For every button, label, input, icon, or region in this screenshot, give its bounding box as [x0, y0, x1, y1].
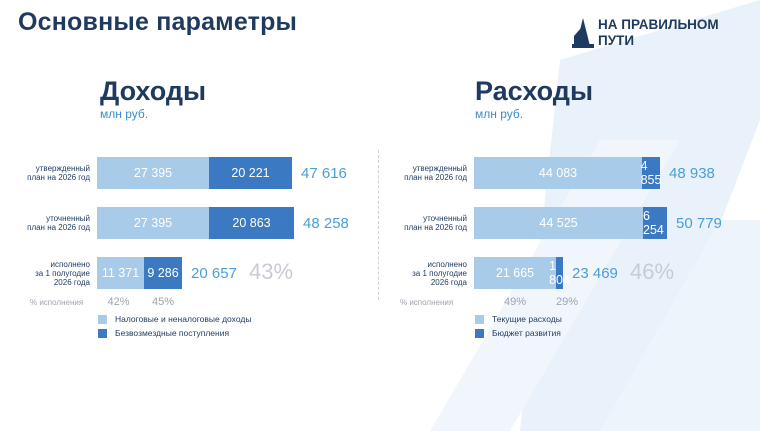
expense-bar-series1: 44 525: [474, 207, 643, 239]
income-bar-series1: 11 371: [97, 257, 144, 289]
expense-bar-series2: 6 254: [643, 207, 667, 239]
income-bar-series1: 27 395: [97, 207, 209, 239]
logo-line-2: ПУТИ: [598, 33, 635, 48]
income-chart-unit: млн руб.: [100, 107, 149, 121]
expense-bar-series1: 21 665: [474, 257, 556, 289]
income-pct-label: % исполнения: [30, 298, 84, 307]
expense-series-percent: 29%: [556, 296, 578, 308]
expense-legend-label: Бюджет развития: [492, 328, 561, 338]
expense-chart-unit: млн руб.: [475, 107, 524, 121]
expense-row-label-line: 2026 года: [430, 277, 467, 287]
income-legend-swatch: [98, 329, 107, 338]
expense-row-total: 23 469: [572, 265, 618, 282]
income-bar-series1: 27 395: [97, 157, 209, 189]
expense-series-percent: 49%: [503, 296, 527, 308]
expense-row-label: уточненный план на 2026 год: [377, 214, 467, 232]
income-row-label-line: за 1 полугодие: [35, 268, 90, 278]
logo-line-1: НА ПРАВИЛЬНОМ: [598, 17, 719, 32]
expense-row-label-line: утвержденный: [412, 164, 467, 173]
income-series-percent: 42%: [107, 296, 130, 308]
logo-mark-icon: [572, 18, 594, 48]
expense-bar-series2: 1 804: [549, 257, 570, 289]
income-row-label: уточненный план на 2026 год: [0, 214, 90, 232]
income-row-label-line: утвержденный: [35, 164, 90, 173]
income-row-total: 47 616: [301, 165, 347, 182]
income-row-label-line: 2026 года: [53, 277, 90, 287]
income-bar-series2: 9 286: [144, 257, 182, 289]
income-series-percent: 45%: [151, 296, 175, 308]
expense-row-label: утвержденный план на 2026 год: [377, 164, 467, 182]
expense-bar-series2: 4 855: [640, 157, 662, 189]
income-row-total: 20 657: [191, 265, 237, 282]
expense-row-label-line: план на 2026 год: [404, 223, 467, 232]
income-row-label-line: план на 2026 год: [27, 173, 90, 182]
expense-pct-label: % исполнения: [400, 298, 454, 307]
expense-row-total: 48 938: [669, 165, 715, 182]
expense-legend-swatch: [475, 315, 484, 324]
income-row-label: утвержденный план на 2026 год: [0, 164, 90, 182]
income-row-label-line: уточненный: [46, 214, 90, 223]
expense-legend-label: Текущие расходы: [492, 314, 562, 324]
expense-row-total: 50 779: [676, 215, 722, 232]
expense-total-percent: 46%: [630, 259, 675, 284]
expense-row-label-line: уточненный: [423, 214, 467, 223]
page-title: Основные параметры: [18, 8, 298, 36]
income-legend-label: Налоговые и неналоговые доходы: [115, 314, 252, 324]
income-row-label-line: план на 2026 год: [27, 223, 90, 232]
expense-legend-swatch: [475, 329, 484, 338]
expense-row-label-line: исполнено: [427, 259, 467, 269]
income-row-total: 48 258: [303, 215, 349, 232]
income-legend-swatch: [98, 315, 107, 324]
income-total-percent: 43%: [249, 259, 294, 284]
expense-chart-title: Расходы: [475, 76, 594, 106]
expense-row-label: исполнено за 1 полугодие 2026 года: [377, 260, 467, 287]
expense-row-label-line: план на 2026 год: [404, 173, 467, 182]
income-bar-series2: 20 221: [209, 157, 292, 189]
income-row-label-line: исполнено: [50, 259, 90, 269]
income-chart-title: Доходы: [100, 76, 207, 106]
expense-bar-series1: 44 083: [474, 157, 642, 189]
expense-row-label-line: за 1 полугодие: [412, 268, 467, 278]
income-row-label: исполнено за 1 полугодие 2026 года: [0, 260, 90, 287]
panel-separator: [378, 150, 380, 300]
income-bar-series2: 20 863: [209, 207, 294, 239]
income-legend-label: Безвозмездные поступления: [115, 328, 230, 338]
logo: НА ПРАВИЛЬНОМ ПУТИ: [570, 16, 755, 50]
